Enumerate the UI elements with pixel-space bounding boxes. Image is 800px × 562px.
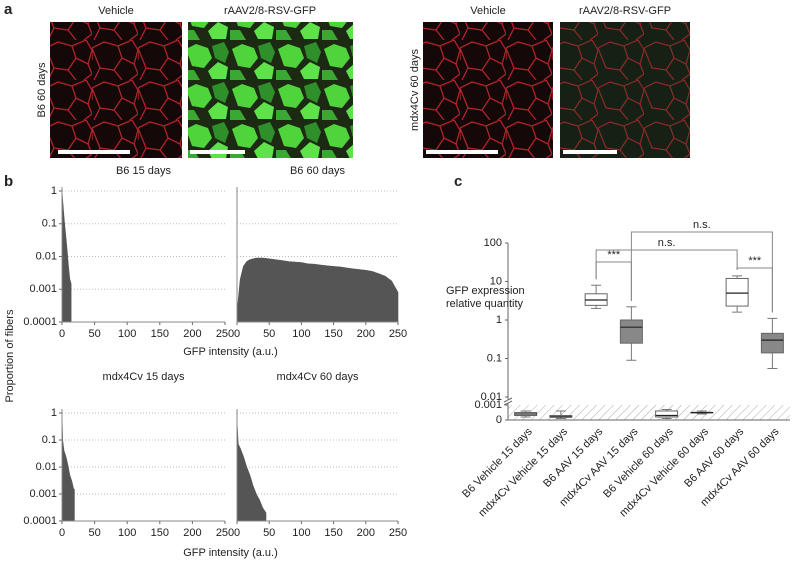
x-tick-label: 250 xyxy=(389,527,407,539)
y-tick-label: 0.1 xyxy=(487,352,502,364)
x-tick-label: 100 xyxy=(292,328,310,340)
x-tick-label: 100 xyxy=(118,328,136,340)
y-tick-label: 0.1 xyxy=(42,218,57,230)
panel-letter: b xyxy=(4,173,13,190)
y-axis-label: Proportion of fibers xyxy=(4,309,16,402)
box xyxy=(655,410,679,418)
x-tick-label: 50 xyxy=(263,527,275,539)
column-title: Vehicle xyxy=(470,5,505,17)
histogram-area xyxy=(236,421,267,522)
scale-bar xyxy=(58,150,130,154)
y-tick-label: 0.01 xyxy=(36,250,57,262)
undetectable-region xyxy=(508,405,790,420)
y-tick-label: 1 xyxy=(51,185,57,197)
axis-break xyxy=(503,400,513,406)
micrograph xyxy=(560,22,690,158)
panel-letter: c xyxy=(454,173,462,190)
significance-label: n.s. xyxy=(658,237,676,249)
x-tick-label: 50 xyxy=(263,328,275,340)
x-tick-label: 250 xyxy=(389,328,407,340)
x-tick-label: 0 xyxy=(59,527,65,539)
x-tick-label: 200 xyxy=(357,527,375,539)
y-tick-label: 100 xyxy=(484,237,502,249)
x-tick-label: 0 xyxy=(234,328,240,340)
row-label: mdx4Cv 60 days xyxy=(409,49,421,131)
x-tick-label: 200 xyxy=(183,328,201,340)
y-tick-label: 0.001 xyxy=(29,283,57,295)
x-tick-label: 150 xyxy=(151,328,169,340)
panel-letter: a xyxy=(4,1,13,18)
x-tick-label: 50 xyxy=(88,527,100,539)
chart-title: B6 60 days xyxy=(290,165,346,177)
box xyxy=(725,277,749,307)
box xyxy=(760,332,784,354)
y-tick-label: 0.0001 xyxy=(23,515,57,527)
x-tick-label: 100 xyxy=(292,527,310,539)
column-title: Vehicle xyxy=(98,5,133,17)
x-tick-label: 200 xyxy=(183,527,201,539)
y-tick-label: 0.01 xyxy=(36,461,57,473)
significance-label: *** xyxy=(748,255,762,267)
significance-bracket xyxy=(595,249,738,280)
significance-label: n.s. xyxy=(693,219,711,231)
axis-break xyxy=(503,397,513,403)
x-tick-label: 0 xyxy=(59,328,65,340)
chart-title: mdx4Cv 15 days xyxy=(103,371,185,383)
y-tick-label: 0 xyxy=(496,414,502,426)
y-tick-label: 0.0001 xyxy=(23,316,57,328)
x-tick-label: 100 xyxy=(118,527,136,539)
y-axis-label: GFP expression xyxy=(446,285,525,297)
micrograph xyxy=(50,22,182,158)
significance-label: *** xyxy=(607,249,621,261)
y-tick-label: 0.001 xyxy=(29,488,57,500)
column-title: rAAV2/8-RSV-GFP xyxy=(224,5,316,17)
x-tick-label: 0 xyxy=(234,527,240,539)
x-tick-label: 50 xyxy=(88,328,100,340)
x-tick-label: B6 AAV 15 days xyxy=(541,425,605,489)
y-tick-label: 0.01 xyxy=(481,391,502,403)
histogram-area xyxy=(61,190,72,323)
y-tick-label: 1 xyxy=(51,407,57,419)
histogram-area xyxy=(237,257,399,323)
histogram-area xyxy=(61,412,75,522)
chart-title: B6 15 days xyxy=(116,165,172,177)
x-tick-label: 150 xyxy=(151,527,169,539)
x-tick-label: 250 xyxy=(216,328,234,340)
significance-bracket xyxy=(630,231,773,313)
x-tick-label: B6 AAV 60 days xyxy=(682,425,746,489)
x-tick-label: 150 xyxy=(324,328,342,340)
y-tick-label: 1 xyxy=(496,314,502,326)
box xyxy=(619,319,643,344)
row-label: B6 60 days xyxy=(36,62,48,118)
x-axis-label: GFP intensity (a.u.) xyxy=(183,346,278,358)
micrograph xyxy=(423,22,553,158)
chart-title: mdx4Cv 60 days xyxy=(277,371,359,383)
scale-bar xyxy=(426,150,498,154)
y-tick-label: 0.1 xyxy=(42,434,57,446)
y-axis-label: relative quantity xyxy=(446,298,524,310)
x-axis-label: GFP intensity (a.u.) xyxy=(183,547,278,559)
x-tick-label: 150 xyxy=(324,527,342,539)
column-title: rAAV2/8-RSV-GFP xyxy=(579,5,671,17)
x-tick-label: 200 xyxy=(357,328,375,340)
y-tick-label: 10 xyxy=(490,275,502,287)
scale-bar xyxy=(563,150,617,154)
x-tick-label: 250 xyxy=(216,527,234,539)
scale-bar xyxy=(190,150,245,154)
micrograph xyxy=(188,22,353,158)
y-tick-label: 0.001 xyxy=(474,399,502,411)
